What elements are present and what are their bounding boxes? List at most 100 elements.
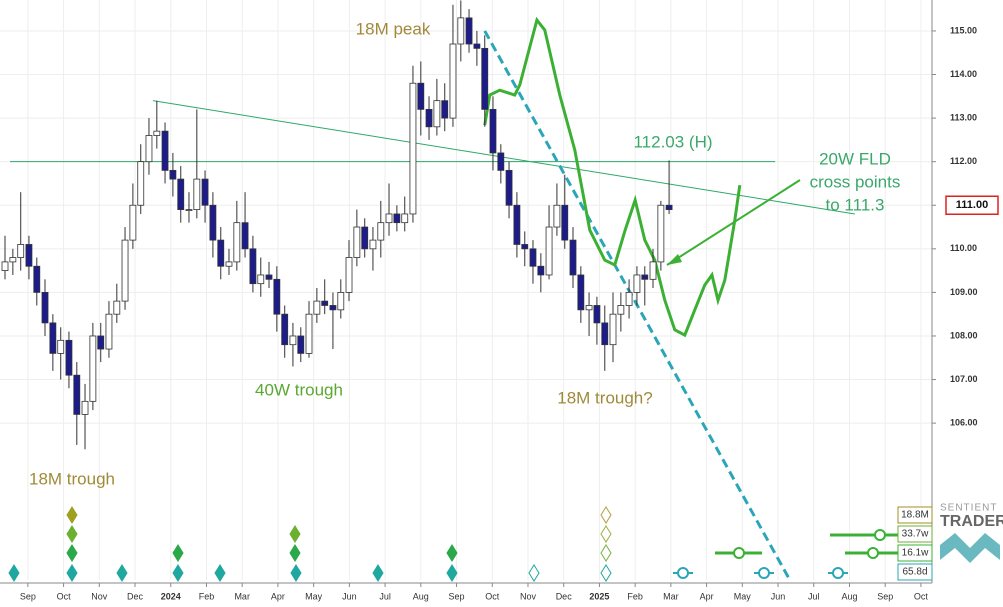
x-tick-label: Sep <box>877 591 893 601</box>
candle-body <box>81 400 89 415</box>
annotation: 20W FLD <box>819 149 891 168</box>
price-tag-label: 111.00 <box>956 199 988 211</box>
candle-body <box>105 313 113 350</box>
candle-body <box>241 222 249 250</box>
candle-body <box>457 17 465 45</box>
x-tick-label: Jul <box>379 591 391 601</box>
logo-text: TRADER <box>940 513 1003 530</box>
logo-text: SENTIENT <box>940 503 997 514</box>
candle-body <box>9 257 17 263</box>
candle-body <box>521 244 529 250</box>
y-tick-label: 107.00 <box>950 374 978 384</box>
candle-body <box>553 204 561 228</box>
annotation: 112.03 (H) <box>633 132 712 151</box>
candle-body <box>33 265 41 293</box>
candle-body <box>345 257 353 293</box>
candle-body <box>313 300 321 315</box>
cycle-diamond <box>289 544 301 562</box>
candle-body <box>289 335 297 346</box>
y-tick-label: 106.00 <box>950 418 978 428</box>
cycle-diamond <box>66 525 78 543</box>
y-tick-label: 113.00 <box>950 112 977 122</box>
candle-body <box>17 244 25 258</box>
candle-body <box>153 130 161 136</box>
cycle-diamond <box>116 564 128 582</box>
arrow <box>666 179 801 266</box>
x-tick-label: 2025 <box>589 591 609 601</box>
candle-body <box>649 261 657 280</box>
cycle-circle <box>733 547 745 559</box>
candle-body <box>361 226 369 250</box>
cycle-diamond <box>172 544 184 562</box>
cycle-diamond <box>290 564 302 582</box>
candle-body <box>65 339 73 376</box>
candle-body <box>193 178 201 211</box>
x-tick-label: Oct <box>485 591 500 601</box>
candle-body <box>465 17 473 45</box>
x-tick-label: Jun <box>771 591 786 601</box>
candle-body <box>209 204 217 241</box>
cycle-diamond <box>372 564 384 582</box>
candle-body <box>369 239 377 250</box>
cycle-diamond <box>600 525 612 543</box>
candle-body <box>89 335 97 402</box>
x-tick-label: Feb <box>627 591 643 601</box>
cycle-diamond <box>528 564 540 582</box>
x-tick-label: Jul <box>808 591 820 601</box>
logo-mark <box>940 533 1000 563</box>
annotation: 18M trough <box>29 469 115 488</box>
candle-body <box>625 291 633 306</box>
cycle-diamond <box>446 564 458 582</box>
candle-body <box>473 43 481 49</box>
candle-body <box>633 274 641 293</box>
cycle-label-box <box>897 563 933 581</box>
candle-body <box>417 82 425 110</box>
cycle-label-box <box>897 544 933 562</box>
candle-body <box>561 204 569 241</box>
candle-body <box>601 322 609 346</box>
cycle-diamond <box>600 544 612 562</box>
x-tick-label: Oct <box>914 591 929 601</box>
candle-body <box>137 161 145 206</box>
candle-body <box>377 222 385 241</box>
candle-body <box>281 313 289 346</box>
candle-body <box>385 213 393 224</box>
candle-body <box>1 261 9 272</box>
candle-body <box>513 204 521 245</box>
candle-body <box>329 305 337 311</box>
candle-body <box>185 209 193 212</box>
candle-body <box>265 274 273 280</box>
candle-body <box>577 274 585 311</box>
candle-body <box>113 300 121 315</box>
candle-body <box>161 130 169 171</box>
cycle-label: 18.8M <box>901 510 929 521</box>
x-tick-label: Dec <box>127 591 144 601</box>
candle-body <box>41 291 49 324</box>
cycle-diamond <box>600 506 612 524</box>
candle-body <box>529 248 537 267</box>
candle-body <box>97 335 105 350</box>
cycle-label: 33.7w <box>902 529 929 540</box>
annotation: cross points <box>810 172 901 191</box>
candle-body <box>169 169 177 180</box>
y-tick-label: 112.00 <box>950 156 977 166</box>
x-tick-label: Oct <box>57 591 72 601</box>
cycle-label-box <box>897 506 933 524</box>
candle-body <box>297 335 305 354</box>
line <box>483 16 742 338</box>
candle-body <box>569 239 577 276</box>
candle-body <box>545 226 553 276</box>
cycle-diamond <box>66 506 78 524</box>
cycle-diamond <box>214 564 226 582</box>
x-tick-label: Aug <box>413 591 429 601</box>
x-tick-label: Jun <box>342 591 357 601</box>
cycle-circle <box>758 567 770 579</box>
candle-body <box>121 239 129 302</box>
y-tick-label: 110.00 <box>950 243 977 253</box>
y-tick-label: 114.00 <box>950 69 977 79</box>
cycle-diamond <box>66 564 78 582</box>
cycle-circle <box>832 567 844 579</box>
